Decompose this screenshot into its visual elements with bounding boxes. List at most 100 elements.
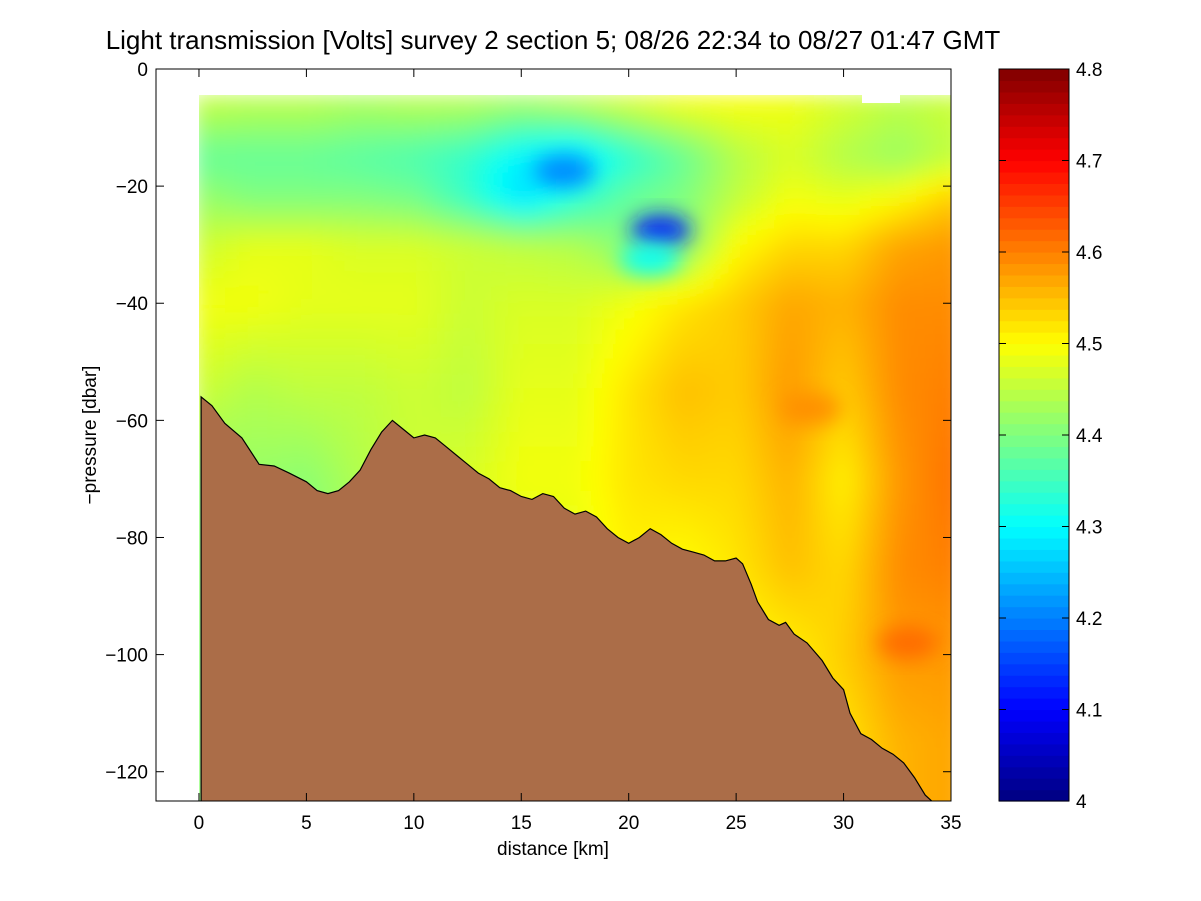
field-cell — [290, 256, 302, 272]
field-cell — [838, 402, 850, 419]
field-cell — [698, 490, 710, 506]
field-cell — [548, 271, 560, 287]
field-cell — [881, 300, 893, 316]
field-cell — [805, 505, 818, 521]
field-cell — [376, 95, 388, 111]
field-cell — [451, 124, 463, 140]
field-cell — [408, 417, 420, 433]
field-cell — [215, 285, 227, 301]
field-cell — [451, 183, 463, 199]
field-cell — [397, 183, 410, 199]
field-cell — [322, 212, 334, 228]
field-cell — [440, 212, 453, 228]
field-cell — [376, 358, 388, 375]
field-cell — [623, 300, 635, 316]
field-cell — [623, 505, 635, 521]
field-cell — [795, 358, 807, 375]
field-cell — [386, 358, 399, 375]
field-cell — [601, 490, 614, 506]
field-cell — [666, 124, 678, 140]
field-cell — [687, 183, 700, 199]
field-cell — [902, 754, 914, 770]
missing-data-patch — [862, 92, 900, 103]
field-cell — [913, 388, 925, 404]
field-cell — [537, 139, 549, 155]
field-cell — [730, 124, 743, 140]
field-cell — [429, 417, 442, 433]
field-cell — [795, 593, 807, 609]
field-cell — [881, 197, 893, 214]
field-cell — [934, 197, 947, 214]
field-cell — [687, 388, 700, 404]
field-cell — [601, 505, 614, 521]
field-cell — [677, 417, 689, 433]
field-cell — [526, 153, 538, 170]
field-cell — [215, 256, 227, 272]
field-cell — [827, 666, 839, 682]
field-cell — [924, 256, 936, 272]
field-cell — [881, 168, 893, 184]
field-cell — [752, 285, 764, 301]
field-cell — [698, 271, 710, 287]
field-cell — [870, 358, 882, 375]
field-cell — [924, 519, 936, 536]
field-cell — [838, 227, 850, 243]
field-cell — [290, 432, 302, 448]
field-cell — [677, 168, 689, 184]
field-cell — [225, 417, 238, 433]
field-cell — [451, 358, 463, 375]
field-cell — [537, 227, 549, 243]
field-cell — [634, 461, 646, 477]
field-cell — [623, 417, 635, 433]
field-cell — [634, 446, 646, 462]
field-cell — [848, 695, 861, 711]
field-cell — [472, 344, 485, 360]
field-cell — [451, 314, 463, 331]
field-cell — [666, 519, 678, 536]
field-cell — [505, 271, 517, 287]
field-cell — [784, 475, 796, 492]
field-cell — [279, 314, 291, 331]
field-cell — [397, 344, 410, 360]
field-cell — [526, 446, 538, 462]
field-cell — [666, 534, 678, 550]
colorbar-band — [999, 354, 1069, 367]
colorbar-tick-label: 4.4 — [1076, 426, 1103, 447]
field-cell — [773, 534, 786, 550]
field-cell — [591, 227, 603, 243]
field-cell — [805, 197, 818, 214]
field-cell — [644, 300, 657, 316]
field-cell — [268, 227, 281, 243]
field-cell — [322, 139, 334, 155]
field-cell — [386, 168, 399, 184]
field-cell — [913, 505, 925, 521]
field-cell — [720, 256, 732, 272]
field-cell — [526, 212, 538, 228]
field-cell — [913, 314, 925, 331]
field-cell — [666, 300, 678, 316]
field-cell — [687, 212, 700, 228]
field-cell — [848, 549, 861, 565]
field-cell — [537, 212, 549, 228]
field-cell — [709, 534, 721, 550]
field-cell — [322, 388, 334, 404]
field-cell — [505, 168, 517, 184]
field-cell — [848, 402, 861, 419]
field-cell — [805, 475, 818, 492]
field-cell — [945, 446, 951, 462]
colorbar-band — [999, 343, 1069, 356]
field-cell — [580, 461, 592, 477]
field-cell — [913, 139, 925, 155]
field-cell — [397, 300, 410, 316]
field-cell — [301, 256, 313, 272]
field-cell — [376, 256, 388, 272]
field-cell — [526, 197, 538, 214]
field-cell — [709, 446, 721, 462]
field-cell — [301, 197, 313, 214]
field-cell — [376, 373, 388, 389]
field-cell — [816, 549, 829, 565]
field-cell — [870, 549, 882, 565]
field-cell — [881, 534, 893, 550]
field-cell — [870, 256, 882, 272]
field-cell — [494, 446, 506, 462]
